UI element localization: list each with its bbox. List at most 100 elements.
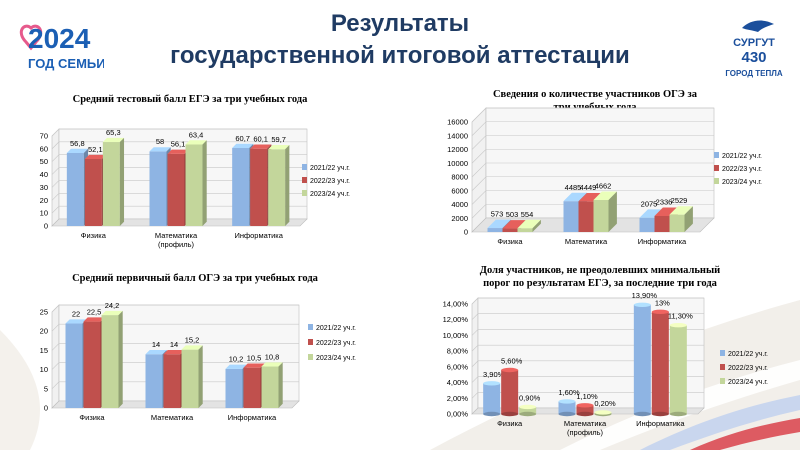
gridline — [471, 190, 714, 205]
gridline — [471, 297, 704, 305]
legend-label: 2022/23 уч.г. — [316, 340, 356, 347]
x-tick-label: Информатика — [636, 419, 685, 428]
legend-swatch — [308, 324, 313, 330]
bar-top — [487, 219, 511, 229]
bar-top — [66, 148, 89, 153]
x-tick-label: Физика — [81, 231, 107, 240]
legend-label: 2021/22 уч.г. — [310, 165, 350, 172]
gridline — [471, 121, 714, 136]
y-tick-label: 8,00% — [447, 347, 469, 356]
bar — [102, 142, 120, 226]
gridline — [51, 304, 299, 313]
bar-top — [519, 404, 537, 410]
bar — [181, 349, 199, 408]
bar-side — [608, 191, 617, 232]
logo-caption: ГОД СЕМЬИ — [28, 56, 104, 71]
surgut-logo: СУРГУТ 430 ГОРОД ТЕПЛА — [725, 20, 783, 78]
legend-swatch — [308, 354, 313, 360]
bar — [243, 367, 261, 408]
y-tick-label: 12,00% — [443, 315, 469, 324]
gridline — [471, 344, 704, 352]
bar-side — [532, 219, 541, 232]
bar-top — [576, 403, 594, 408]
gridline — [471, 135, 714, 150]
chart-oge-count: 0 2000 4000 6000 8000 10000 12000 14000 16000 573… — [447, 107, 762, 246]
data-label: 4485 — [565, 183, 582, 192]
bar-top — [167, 149, 189, 154]
bar — [651, 311, 669, 414]
bar — [558, 401, 576, 414]
gridline — [471, 107, 714, 123]
bar-top — [558, 399, 576, 404]
gridline — [51, 381, 299, 390]
y-tick-label: 14,00% — [443, 300, 469, 309]
bar — [483, 383, 501, 414]
x-tick-label: Математика — [565, 237, 608, 246]
y-tick-label: 8000 — [451, 173, 468, 182]
chart-title-ege-avg: Средний тестовый балл ЕГЭ за три учебных… — [72, 94, 308, 105]
gridline — [51, 167, 307, 175]
y-tick-label: 20 — [40, 327, 48, 336]
legend-label: 2023/24 уч.г. — [728, 379, 768, 386]
bar — [654, 215, 670, 232]
legend-label: 2021/22 уч.г. — [728, 351, 768, 358]
bar-base — [669, 411, 687, 417]
bar-top — [149, 147, 171, 152]
bar-side — [684, 206, 693, 232]
y-tick-label: 70 — [40, 132, 48, 141]
bar-side — [285, 145, 290, 226]
bar-top — [483, 381, 501, 386]
data-label: 10,5 — [247, 353, 262, 362]
data-label: 4662 — [595, 182, 612, 191]
bar-base — [483, 411, 501, 417]
gridline — [51, 154, 307, 162]
bar-top — [593, 191, 617, 200]
gridline — [51, 180, 307, 188]
y-tick-label: 50 — [40, 157, 48, 166]
gridline — [51, 323, 299, 332]
bar-side — [119, 137, 125, 226]
bar-base — [519, 411, 537, 417]
bar-top — [65, 319, 87, 324]
logo-number: 430 — [741, 49, 766, 66]
data-label: 14 — [152, 340, 160, 349]
data-label: 56,1 — [171, 140, 186, 149]
bar-top — [163, 350, 185, 355]
gridline — [471, 176, 714, 191]
bar — [563, 201, 579, 232]
bar-top — [185, 140, 207, 145]
bar-top — [145, 350, 167, 355]
bar — [167, 153, 185, 226]
bar — [578, 201, 594, 232]
legend-swatch — [714, 178, 719, 184]
bar-side — [118, 310, 123, 408]
bar-top — [639, 209, 663, 218]
bar-base — [576, 411, 594, 417]
data-label: 2075 — [641, 199, 658, 208]
bar-top — [102, 137, 125, 143]
legend-label: 2021/22 уч.г. — [722, 153, 762, 160]
bar — [501, 370, 519, 414]
y-tick-label: 40 — [40, 170, 48, 179]
bar — [487, 228, 503, 232]
chart-side-wall — [51, 128, 60, 227]
legend-swatch — [714, 152, 719, 158]
data-label: 3,90% — [483, 370, 505, 379]
y-tick-label: 10 — [40, 209, 48, 218]
bar — [145, 354, 163, 408]
data-label: 11,30% — [668, 312, 693, 321]
data-label: 503 — [506, 210, 519, 219]
y-tick-label: 6000 — [451, 186, 468, 195]
y-tick-label: 5 — [44, 384, 48, 393]
bar-top — [101, 310, 123, 316]
y-tick-label: 60 — [40, 144, 48, 153]
bar-top — [633, 302, 651, 307]
bar-top — [651, 309, 669, 315]
bar — [517, 228, 533, 232]
legend-label: 2021/22 уч.г. — [316, 325, 356, 332]
chart-oge-avg: 0 5 10 15 20 25 22 22,524,2 Физика 14 14 15,2 Матема… — [40, 301, 356, 422]
bar — [593, 199, 609, 232]
bar-top — [268, 145, 290, 150]
bar — [66, 152, 84, 226]
gridline — [471, 391, 704, 399]
